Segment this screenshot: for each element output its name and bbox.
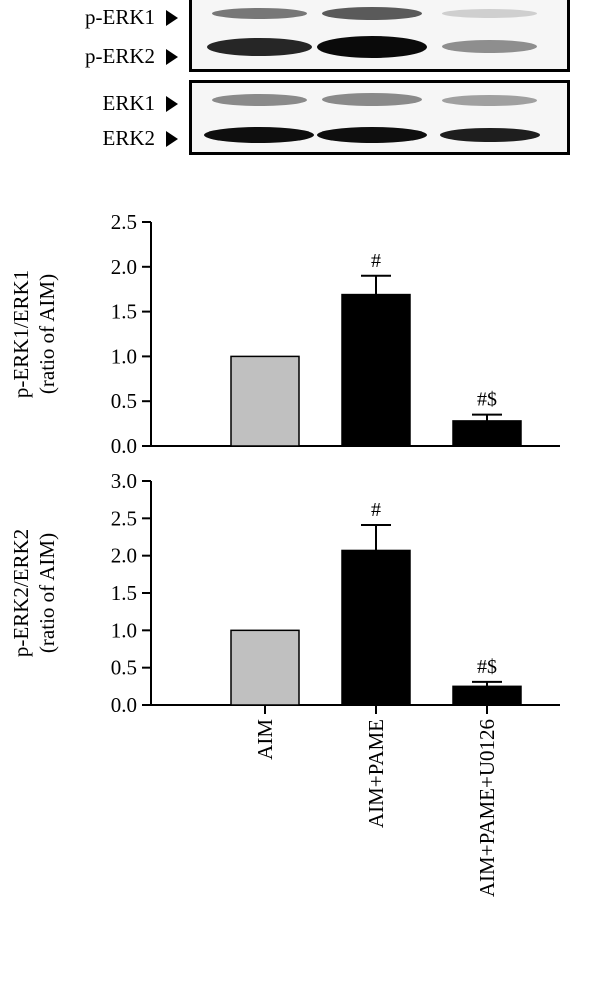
significance-label: #$ (477, 389, 497, 411)
bar (341, 549, 411, 706)
x-tick-label: AIM (253, 719, 277, 760)
y-tick-label: 2.5 (111, 506, 137, 530)
bar (341, 293, 411, 447)
y-tick-label: 1.0 (111, 618, 137, 642)
band (212, 94, 307, 106)
bar (230, 355, 300, 447)
y-axis-label: p-ERK2/ERK2 (9, 529, 33, 657)
bar (452, 420, 522, 447)
significance-label: # (371, 499, 381, 521)
y-tick-label: 1.5 (111, 581, 137, 605)
significance-label: # (371, 250, 381, 272)
arrow-icon (166, 96, 178, 112)
bar (452, 685, 522, 706)
y-axis-label-unit: (ratio of AIM) (35, 274, 59, 394)
band (442, 95, 537, 106)
y-tick-label: 3.0 (111, 469, 137, 493)
significance-label: #$ (477, 656, 497, 678)
arrow-icon (166, 49, 178, 65)
y-tick-label: 2.5 (111, 210, 137, 234)
band (204, 127, 314, 143)
bar (230, 629, 300, 706)
blot-label-p-erk2: p-ERK2 (85, 44, 155, 68)
blot-label-p-erk1: p-ERK1 (85, 5, 155, 29)
y-axis-label: p-ERK1/ERK1 (9, 270, 33, 398)
band (212, 8, 307, 19)
blot-panel-total (189, 80, 570, 155)
x-tick-label: AIM+PAME (364, 719, 388, 828)
band (322, 7, 422, 20)
y-tick-label: 0.5 (111, 656, 137, 680)
y-tick-label: 0.0 (111, 434, 137, 458)
y-tick-label: 1.0 (111, 344, 137, 368)
y-tick-label: 1.5 (111, 300, 137, 324)
arrow-icon (166, 131, 178, 147)
band (442, 9, 537, 18)
blot-label-erk1: ERK1 (102, 91, 156, 115)
band (317, 36, 427, 58)
band (317, 127, 427, 143)
y-tick-label: 2.0 (111, 255, 137, 279)
band (322, 93, 422, 106)
band (440, 128, 540, 142)
blot-panel-phospho (189, 0, 570, 72)
band (442, 40, 537, 53)
y-tick-label: 0.5 (111, 389, 137, 413)
arrow-icon (166, 10, 178, 26)
blot-label-erk2: ERK2 (102, 126, 156, 150)
y-tick-label: 2.0 (111, 544, 137, 568)
band (207, 38, 312, 56)
y-axis-label-unit: (ratio of AIM) (35, 533, 59, 653)
y-tick-label: 0.0 (111, 693, 137, 717)
x-tick-label: AIM+PAME+U0126 (475, 719, 499, 897)
